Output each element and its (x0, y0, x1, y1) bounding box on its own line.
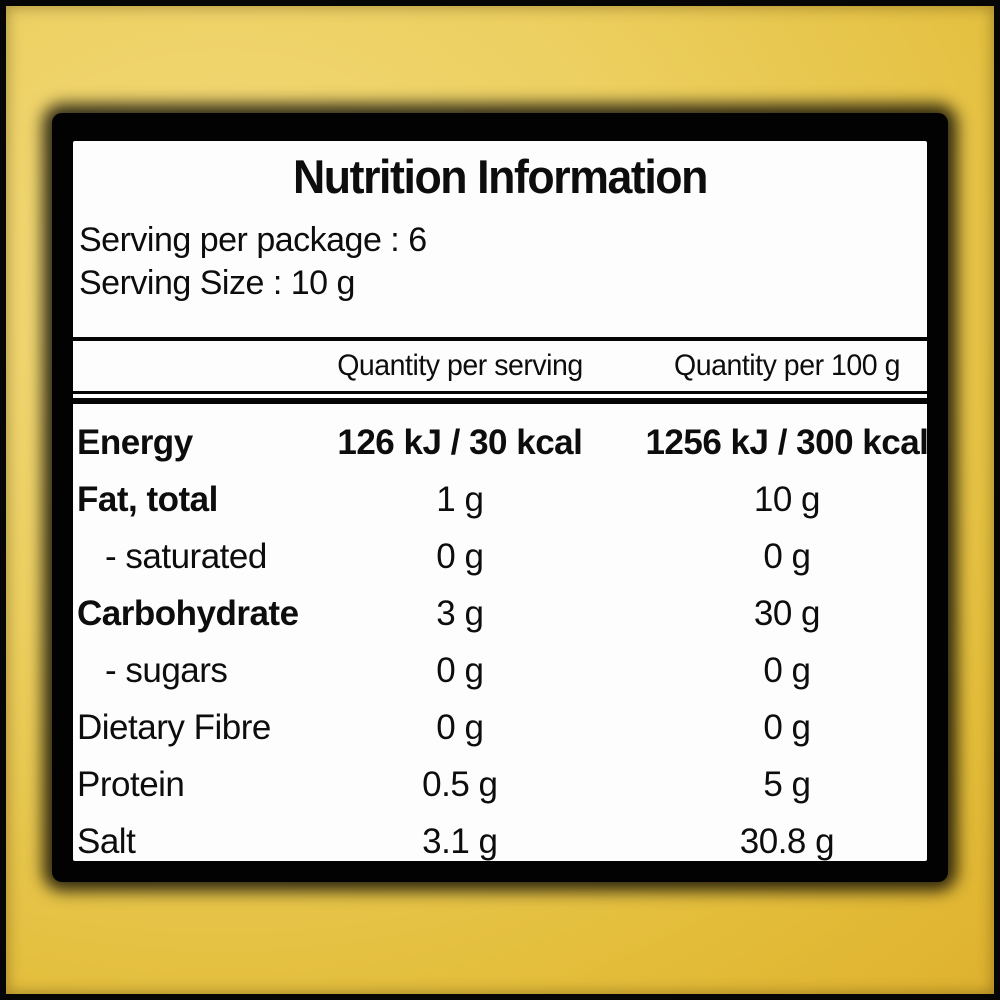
label-title: Nutrition Information (292, 150, 708, 203)
nutrient-per-serving-value: 126 kJ / 30 kcal (337, 422, 583, 462)
table-row: - sugars 0 g 0 g (73, 642, 927, 699)
serving-size: Serving Size : 10 g (79, 264, 355, 302)
label-frame: Nutrition Information Serving per packag… (52, 113, 948, 882)
nutrient-name: - saturated (105, 536, 267, 576)
nutrient-per-100g-value: 5 g (763, 764, 811, 804)
nutrient-name: Energy (77, 422, 193, 462)
nutrient-per-serving-value: 0 g (436, 536, 484, 576)
divider-top-rule (73, 337, 927, 341)
nutrient-name: Salt (77, 821, 136, 861)
nutrition-label: Nutrition Information Serving per packag… (73, 141, 927, 861)
divider-double-rule (73, 391, 927, 404)
nutrient-per-serving-value: 0 g (436, 650, 484, 690)
nutrient-per-100g-value: 30.8 g (739, 821, 835, 861)
table-row: Dietary Fibre 0 g 0 g (73, 699, 927, 756)
nutrient-name: Fat, total (77, 479, 218, 519)
nutrient-name: Dietary Fibre (77, 707, 271, 747)
column-header-per-serving: Quantity per serving (337, 349, 583, 382)
table-row: Salt 3.1 g 30.8 g (73, 813, 927, 861)
nutrient-per-100g-value: 10 g (753, 479, 821, 519)
table-row: Protein 0.5 g 5 g (73, 756, 927, 813)
serving-info: Serving per package : 6 Serving Size : 1… (73, 219, 927, 305)
table-row: Energy 126 kJ / 30 kcal 1256 kJ / 300 kc… (73, 414, 927, 471)
nutrient-per-100g-value: 0 g (763, 536, 811, 576)
nutrient-per-serving-value: 3 g (436, 593, 484, 633)
nutrient-per-100g-value: 1256 kJ / 300 kcal (645, 422, 927, 462)
table-row: - saturated 0 g 0 g (73, 528, 927, 585)
serving-per-package: Serving per package : 6 (79, 221, 427, 259)
nutrient-name: Protein (77, 764, 185, 804)
nutrient-per-serving-value: 0 g (436, 707, 484, 747)
nutrient-per-serving-value: 3.1 g (422, 821, 498, 861)
nutrient-table-body: Energy 126 kJ / 30 kcal 1256 kJ / 300 kc… (73, 404, 927, 861)
column-header-per-100g: Quantity per 100 g (673, 349, 900, 382)
nutrient-per-100g-value: 0 g (763, 707, 811, 747)
nutrient-per-serving-value: 1 g (436, 479, 484, 519)
nutrient-per-100g-value: 0 g (763, 650, 811, 690)
nutrient-name: - sugars (105, 650, 228, 690)
table-header-row: Quantity per serving Quantity per 100 g (73, 341, 927, 391)
table-row: Fat, total 1 g 10 g (73, 471, 927, 528)
table-row: Carbohydrate 3 g 30 g (73, 585, 927, 642)
nutrient-per-serving-value: 0.5 g (422, 764, 498, 804)
nutrient-name: Carbohydrate (77, 593, 299, 633)
nutrient-per-100g-value: 30 g (753, 593, 821, 633)
